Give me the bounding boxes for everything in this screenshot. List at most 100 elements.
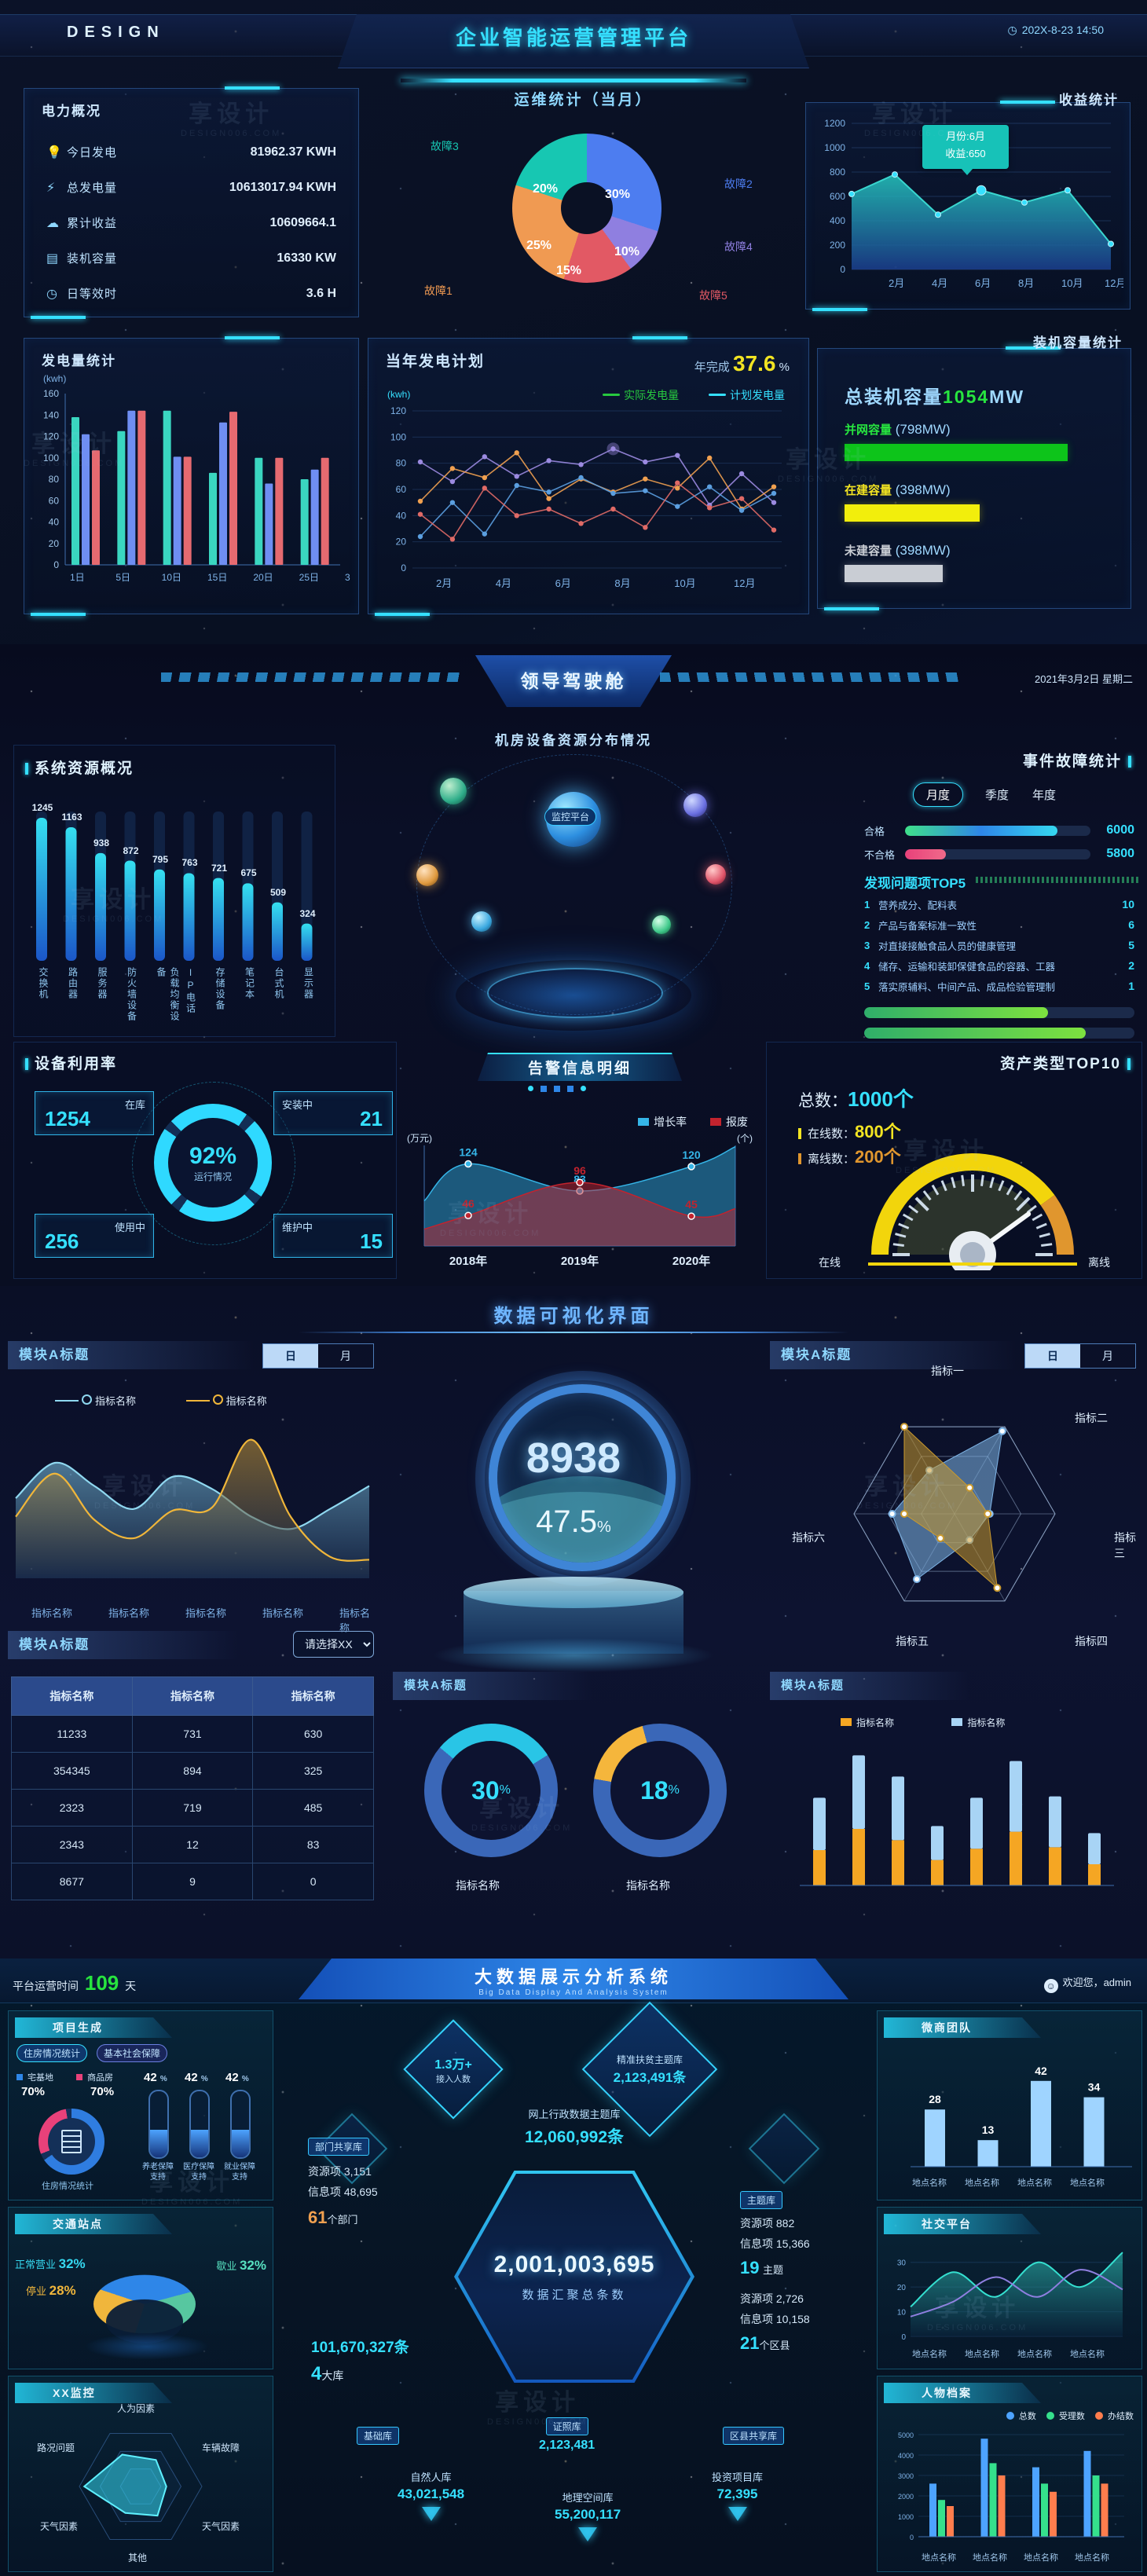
- bigdata-center: 1.3万+ 接入人数 精准扶贫主题库 2,123,491条 部门共享库 资源项 3,…: [272, 2001, 877, 2573]
- bulb-icon: 💡: [46, 145, 62, 159]
- table-cell: 83: [252, 1826, 374, 1863]
- title-dots: [528, 1086, 586, 1092]
- power-metric-row: ☁ 累计收益 10609664.1: [46, 205, 336, 240]
- stacked-bar-chart: [786, 1738, 1123, 1907]
- select-filter[interactable]: 请选择XX: [293, 1631, 374, 1658]
- slice-callout: 故障3: [431, 140, 459, 152]
- x-label: 地点名称: [1070, 2178, 1105, 2188]
- svg-text:25日: 25日: [299, 572, 319, 583]
- svg-text:124: 124: [459, 1145, 478, 1158]
- svg-text:20: 20: [396, 537, 407, 548]
- section-bigdata: 大数据展示分析系统 Big Data Display And Analysis …: [0, 1959, 1147, 2576]
- toggle-day[interactable]: 日: [1025, 1344, 1080, 1368]
- event-bottom-bars: [864, 998, 1134, 1039]
- tab-social[interactable]: 基本社会保障: [97, 2044, 168, 2062]
- top5-item: 2 产品与备案标准一致性 6: [864, 918, 1134, 932]
- social-line-chart: 0 10 20 30: [887, 2242, 1132, 2360]
- radar-axis-label: 指标六: [792, 1531, 825, 1544]
- slice-percent: 30%: [605, 188, 631, 201]
- x-label: 地点名称: [912, 2350, 947, 2359]
- rw-legend: 总数 受理数 办结数: [1006, 2409, 1134, 2422]
- toggle-month[interactable]: 月: [1102, 1350, 1113, 1362]
- svg-text:20: 20: [897, 2284, 907, 2292]
- metric-label: 装机容量: [67, 252, 118, 266]
- bar-value: 872: [123, 845, 139, 856]
- table-cell: 2343: [11, 1826, 133, 1863]
- page-title: 企业智能运营管理平台: [455, 26, 691, 49]
- svg-text:400: 400: [830, 215, 845, 226]
- x-label: 地点名称: [1017, 2178, 1052, 2188]
- slice-callout: 故障2: [724, 178, 753, 190]
- tab-housing[interactable]: 住房情况统计: [16, 2044, 88, 2062]
- area-legend: 指标名称 指标名称: [55, 1393, 267, 1408]
- svg-text:10月: 10月: [1061, 277, 1083, 289]
- tab-季度[interactable]: 季度: [985, 789, 1010, 802]
- capacity-bar-label: 未建容量 (398MW): [845, 543, 951, 558]
- bigdata-title-plate: [299, 1959, 848, 1999]
- moduleA-table: 指标名称 指标名称 指标名称 11233 731 630 354345 894 325 2323 7…: [11, 1676, 374, 1900]
- diamond-access: 1.3万+ 接入人数: [403, 2019, 504, 2120]
- platform-3d-graphic: 监控平台: [385, 746, 762, 1045]
- event-bar-row: 不合格 5800: [864, 842, 1134, 866]
- svg-text:10月: 10月: [674, 577, 695, 589]
- dept-share-group: 部门共享库 资源项 3,151 信息项 48,695 61个部门: [308, 2138, 378, 2228]
- svg-text:0: 0: [910, 2534, 914, 2541]
- x-label: 指标名称: [262, 1607, 304, 1619]
- gauge-label: 养老保障 支持: [142, 2163, 174, 2182]
- bar-value: 1245: [31, 802, 53, 814]
- panel-ops-stats: 运维统计（当月） 30% 10% 15% 25% 20% 故障2 故障4 故障5 故障1 故障3: [369, 82, 797, 317]
- toggle-day[interactable]: 日: [263, 1344, 318, 1368]
- panel-title: 电力概况: [42, 104, 101, 119]
- sys-resources-bar-chart: 1245 交换机 1163 路由器 938 服务器 872 防火墙设备 795 负载均衡设备 763…: [20, 783, 328, 1028]
- bar-value: 938: [93, 837, 110, 848]
- svg-text:160: 160: [43, 388, 59, 399]
- plan-line-chart: 0 20 40 60 80 100 120 2月 4月 6月 8月 10月 12月: [376, 401, 801, 604]
- bar-value: 509: [269, 886, 287, 898]
- thermometer-gauge: [148, 2090, 169, 2159]
- server-icon: ▤: [46, 251, 59, 266]
- theme-db-group: 主题库 资源项 882 信息项 15,366 19 主题 资源项 2,726 信…: [740, 2191, 810, 2354]
- monitor-axis-label: 天气因素: [40, 2521, 79, 2532]
- header-datetime: ◷ 202X-8-23 14:50: [1007, 24, 1104, 36]
- title-accent: [25, 763, 28, 775]
- capacity-bar-label: 在建容量 (398MW): [845, 482, 951, 497]
- radar-axis-label: 指标二: [1075, 1412, 1108, 1424]
- table-cell: 731: [131, 1715, 254, 1753]
- net-data-group: 网上行政数据主题库 12,060,992条: [524, 2109, 625, 2146]
- table-cell: 719: [131, 1789, 254, 1827]
- slice-percent: 10%: [614, 245, 640, 258]
- radar-axis-label: 指标三: [1114, 1531, 1136, 1559]
- runtime: 平台运营时间 109 天: [13, 1971, 137, 1995]
- section-cockpit: 领导驾驶舱 2021年3月2日 星期二 机房设备资源分布情况 监控平台 系统资源…: [0, 644, 1147, 1286]
- toggle-month[interactable]: 月: [340, 1350, 351, 1362]
- cert-db-group: 证照库 2,123,481: [539, 2417, 595, 2453]
- svg-text:13: 13: [982, 2123, 995, 2136]
- tab-年度[interactable]: 年度: [1032, 789, 1057, 802]
- svg-text:28: 28: [929, 2093, 941, 2105]
- gauge-value: 8938: [526, 1435, 621, 1482]
- asset-offline: 离线数：200个: [798, 1143, 901, 1168]
- header-plate: [338, 14, 809, 68]
- svg-text:8月: 8月: [614, 577, 630, 589]
- asset-online: 在线数：800个: [798, 1118, 901, 1143]
- svg-text:1000: 1000: [898, 2513, 914, 2521]
- svg-text:0: 0: [53, 559, 59, 570]
- panel-project: 项目生成 住房情况统计 基本社会保障 宅基地 商品房 70% 70% 住房情况统计…: [8, 2010, 273, 2200]
- bar-value: 324: [299, 907, 316, 919]
- top5-item: 4 储存、运输和装卸保健食品的容器、工器 2: [864, 959, 1134, 973]
- capacity-bar: [845, 444, 1068, 461]
- welcome-user[interactable]: ☺ 欢迎您，admin: [1043, 1974, 1131, 1993]
- section-title: 领导驾驶舱: [520, 671, 627, 691]
- axis-unit: (kwh): [43, 373, 67, 384]
- tab-月度[interactable]: 月度: [913, 782, 964, 807]
- panel-title: 事件故障统计: [1023, 749, 1131, 771]
- center-gauge: 8938 47.5%: [393, 1341, 754, 1673]
- svg-text:46: 46: [462, 1197, 475, 1210]
- svg-text:600: 600: [830, 191, 845, 202]
- app-logo: DESIGN: [67, 24, 165, 41]
- svg-text:8月: 8月: [1018, 277, 1034, 289]
- svg-text:1日: 1日: [70, 572, 85, 583]
- panel-capacity: 装机容量统计 总装机容量1054MW 并网容量 (798MW) 在建容量 (398…: [817, 335, 1131, 610]
- capacity-total: 总装机容量1054MW: [845, 387, 1025, 407]
